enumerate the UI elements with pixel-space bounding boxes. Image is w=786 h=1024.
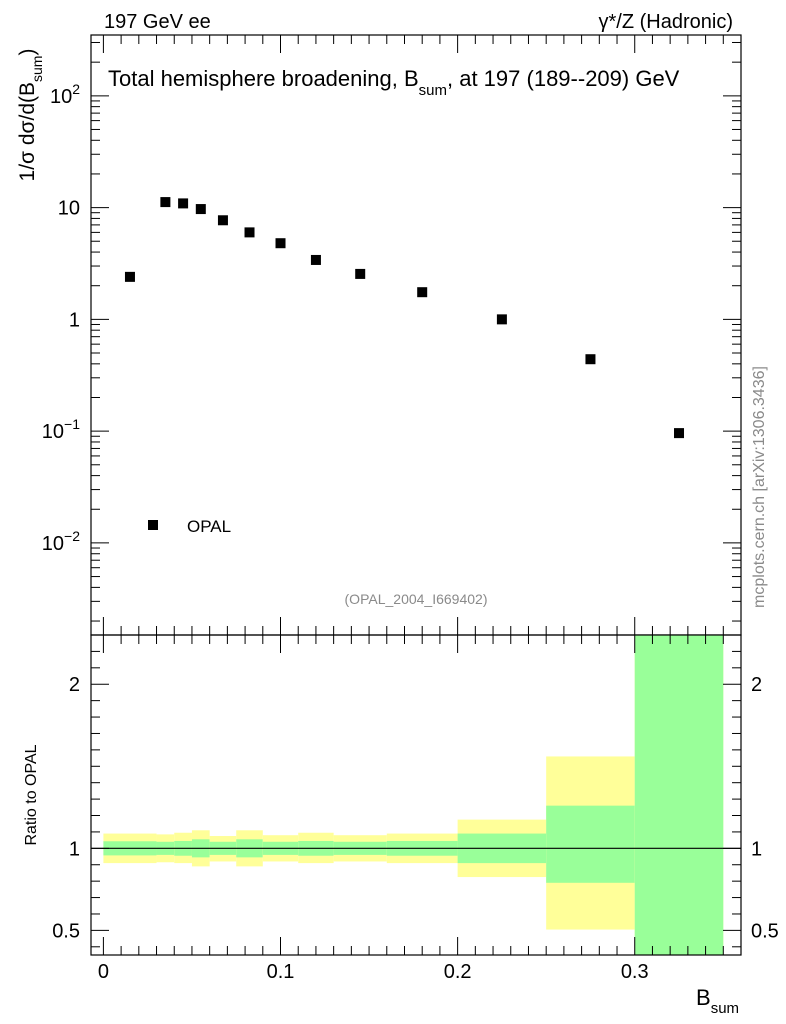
opal-data-points (124, 197, 685, 439)
main-y-tick-labels: 102 10 1 10−1 10−2 (42, 81, 80, 555)
ratio-tick-labels: 0.5 0.5 1 1 2 2 0 0.1 0.2 0.3 (52, 674, 779, 983)
x-tick-label: 0.1 (267, 961, 295, 983)
ratio-y-tick-label-right: 1 (751, 838, 762, 860)
main-y-tick-label: 10−2 (42, 528, 80, 555)
x-axis-label: Bsum (696, 985, 739, 1017)
data-point (355, 268, 366, 279)
ratio-y-tick-label-left: 1 (69, 838, 80, 860)
ratio-y-tick-label-left: 2 (69, 674, 80, 696)
main-y-tick-label: 10−1 (42, 416, 80, 443)
data-point (124, 271, 135, 282)
main-axis-ticks (91, 35, 741, 635)
x-tick-label: 0 (98, 961, 109, 983)
header-right-label: γ*/Z (Hadronic) (599, 11, 733, 33)
data-point (178, 198, 189, 209)
main-y-axis-label: 1/σ dσ/d(Bsum) (16, 49, 45, 182)
x-tick-label: 0.2 (444, 961, 472, 983)
ratio-axis-ticks (91, 635, 741, 955)
data-point (417, 287, 428, 298)
data-point (310, 254, 321, 265)
ratio-band-inner (634, 635, 724, 955)
main-y-tick-label: 1 (69, 309, 80, 331)
data-point (275, 238, 286, 249)
ratio-y-axis-label: Ratio to OPAL (23, 744, 40, 845)
data-point (496, 314, 507, 325)
side-watermark-label: mcplots.cern.ch [arXiv:1306.3436] (751, 366, 768, 608)
ratio-y-tick-label-right: 0.5 (751, 920, 779, 942)
data-point (217, 215, 228, 226)
ratio-y-tick-label-right: 2 (751, 674, 762, 696)
legend-marker (148, 520, 158, 530)
ratio-plot-frame (90, 634, 742, 956)
x-tick-label: 0.3 (621, 961, 649, 983)
legend-label: OPAL (187, 517, 231, 536)
data-point (244, 227, 255, 238)
main-y-tick-label: 102 (50, 81, 80, 108)
analysis-id-label: (OPAL_2004_I669402) (345, 591, 488, 607)
data-point (585, 354, 596, 365)
ratio-y-tick-label-left: 0.5 (52, 920, 80, 942)
main-y-tick-label: 10 (58, 198, 80, 220)
ratio-band-inner (546, 805, 635, 883)
ratio-uncertainty-bands (103, 635, 724, 955)
data-point (160, 197, 171, 208)
data-point (674, 428, 685, 439)
main-plot-frame (90, 34, 742, 636)
main-plot-title: Total hemisphere broadening, Bsum, at 19… (108, 66, 680, 99)
header-left-label: 197 GeV ee (104, 11, 211, 33)
data-point (195, 204, 206, 215)
